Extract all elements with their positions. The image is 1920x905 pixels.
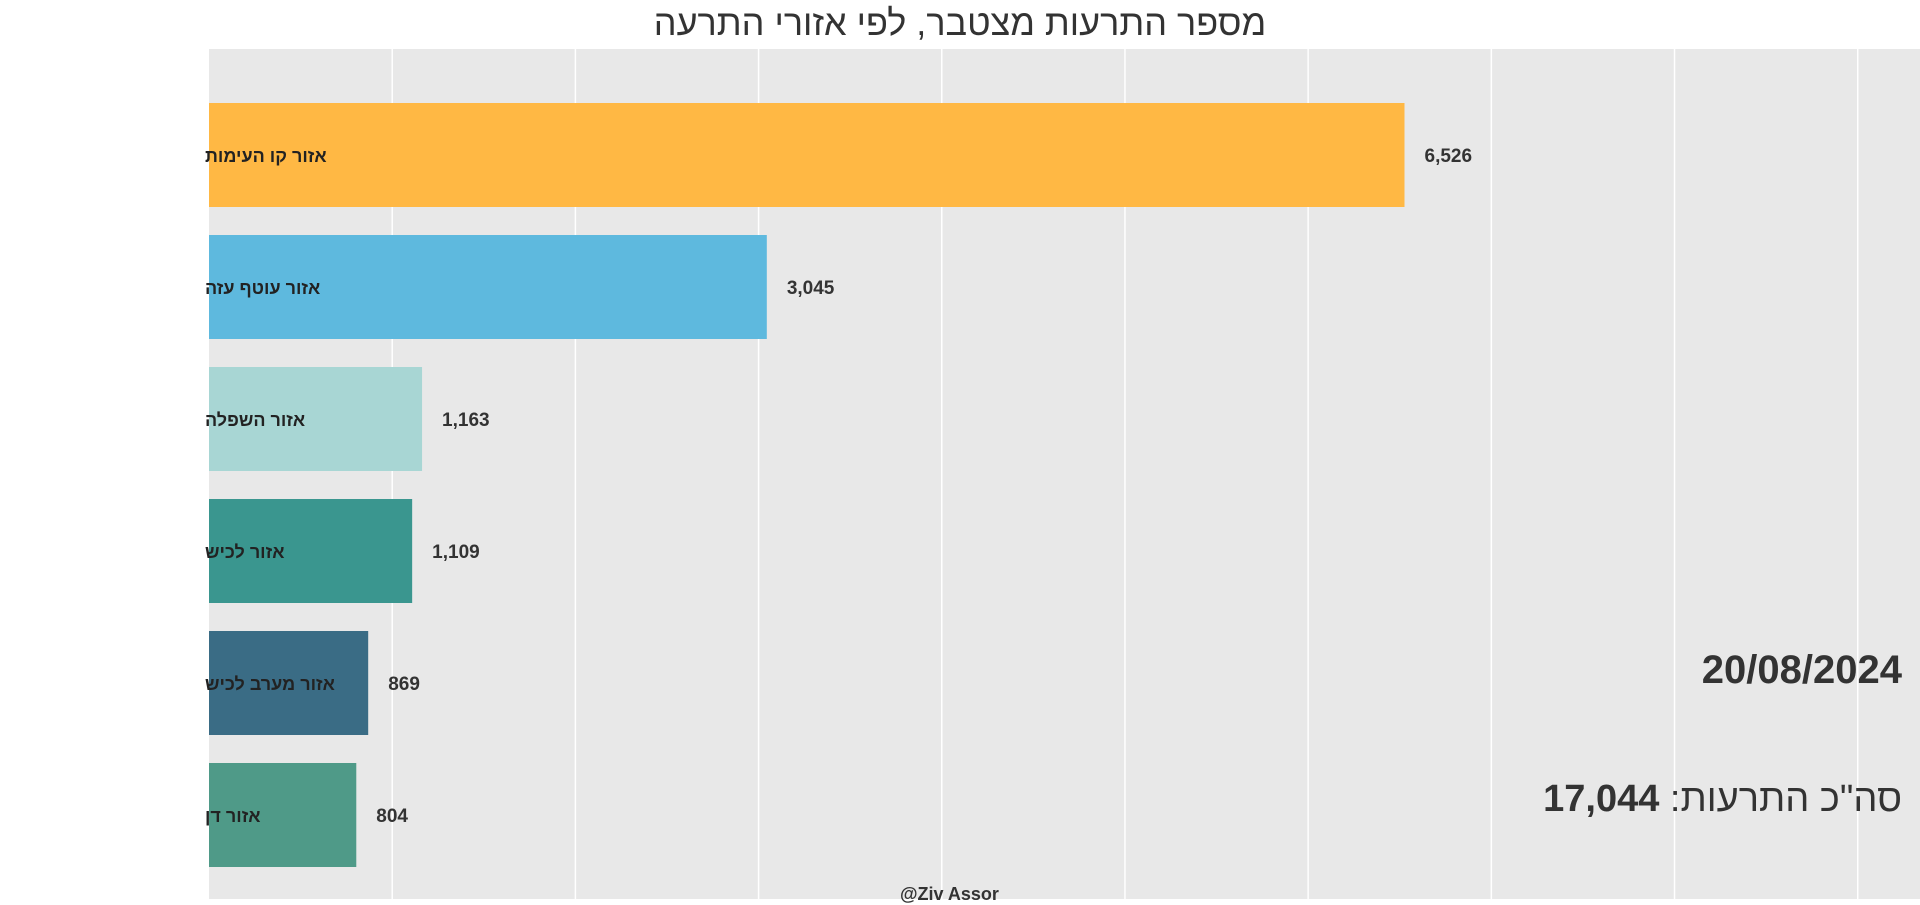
bar bbox=[209, 367, 423, 471]
bar bbox=[209, 103, 1405, 207]
value-label: 1,109 bbox=[432, 542, 480, 563]
watermark: @Ziv Assor bbox=[900, 884, 999, 904]
bar bbox=[209, 631, 369, 735]
value-label: 869 bbox=[388, 674, 420, 695]
total-alerts: סה"כ התרעות: 17,044 bbox=[1543, 778, 1902, 821]
category-label: אזור לכיש bbox=[205, 542, 284, 562]
value-label: 3,045 bbox=[787, 278, 835, 299]
category-label: אזור דן bbox=[205, 806, 261, 826]
value-label: 804 bbox=[376, 806, 408, 827]
value-label: 6,526 bbox=[1425, 146, 1473, 167]
date-label: 20/08/2024 bbox=[1701, 648, 1902, 692]
category-label: אזור קו העימות bbox=[205, 146, 327, 166]
category-label: אזור מערב לכיש bbox=[205, 674, 335, 694]
value-label: 1,163 bbox=[442, 410, 490, 431]
chart-title: מספר התרעות מצטבר, לפי אזורי התרעה bbox=[653, 2, 1267, 43]
total-label: סה"כ התרעות: bbox=[1669, 778, 1902, 820]
total-value: 17,044 bbox=[1543, 778, 1660, 820]
bar bbox=[209, 499, 413, 603]
category-label: אזור השפלה bbox=[205, 410, 305, 430]
bar bbox=[209, 763, 357, 867]
category-label: אזור עוטף עזה bbox=[205, 278, 320, 298]
bar bbox=[209, 235, 767, 339]
